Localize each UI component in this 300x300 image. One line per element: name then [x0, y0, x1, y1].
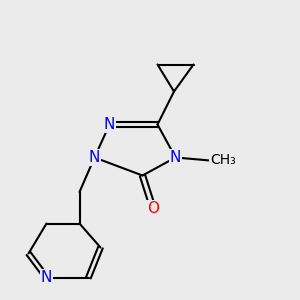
- Text: CH₃: CH₃: [210, 154, 236, 167]
- Text: N: N: [41, 270, 52, 285]
- Text: N: N: [104, 117, 115, 132]
- Text: N: N: [170, 150, 181, 165]
- Text: N: N: [89, 150, 100, 165]
- Text: O: O: [147, 201, 159, 216]
